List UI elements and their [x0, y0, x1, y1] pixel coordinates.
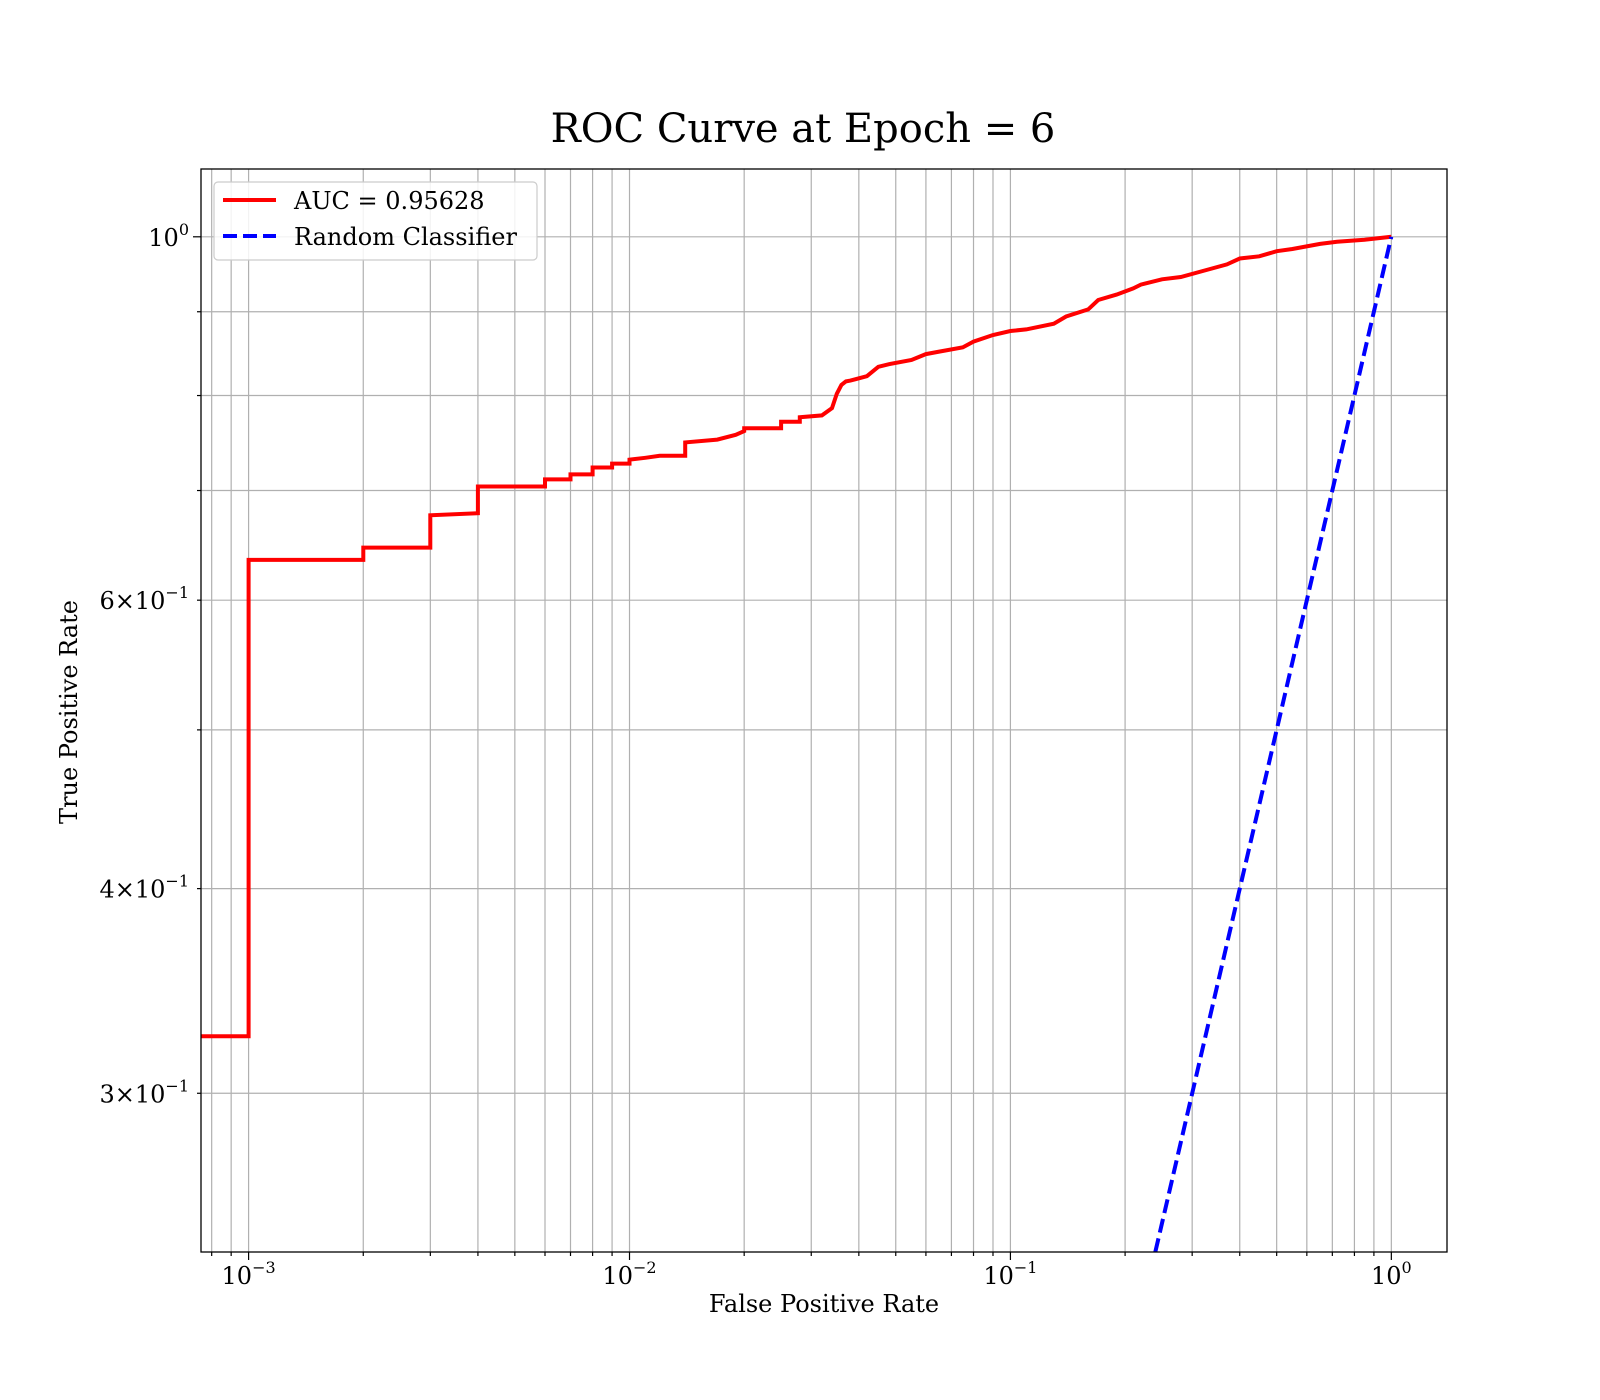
legend-label-random: Random Classifier	[294, 223, 517, 251]
plot-frame	[200, 168, 1448, 1253]
x-tick-label: 10−1	[983, 1258, 1037, 1290]
random-classifier-line	[1153, 236, 1394, 1252]
series-group	[201, 234, 1394, 1252]
x-axis-label: False Positive Rate	[709, 1290, 939, 1318]
y-axis-label: True Positive Rate	[55, 600, 83, 824]
x-tick-label: 10−3	[222, 1258, 276, 1290]
y-tick-label: 6×10−1	[99, 583, 189, 615]
legend-label-auc: AUC = 0.95628	[293, 187, 485, 215]
legend-box	[213, 181, 538, 261]
roc-curve-line	[201, 234, 1392, 1039]
x-tick-label: 10−2	[602, 1258, 656, 1290]
legend: AUC = 0.95628 Random Classifier	[213, 181, 538, 261]
y-tick-label: 4×10−1	[99, 872, 189, 904]
y-axis-ticks: 3×10−1 4×10−1 6×10−1 100	[99, 220, 201, 1108]
y-tick-label: 100	[148, 220, 189, 252]
x-axis-ticks: 10−3 10−2 10−1 100	[211, 1252, 1412, 1290]
grid	[201, 169, 1447, 1252]
chart-title: ROC Curve at Epoch = 6	[551, 106, 1056, 152]
y-tick-label: 3×10−1	[99, 1076, 189, 1108]
x-tick-label: 100	[1371, 1258, 1412, 1290]
